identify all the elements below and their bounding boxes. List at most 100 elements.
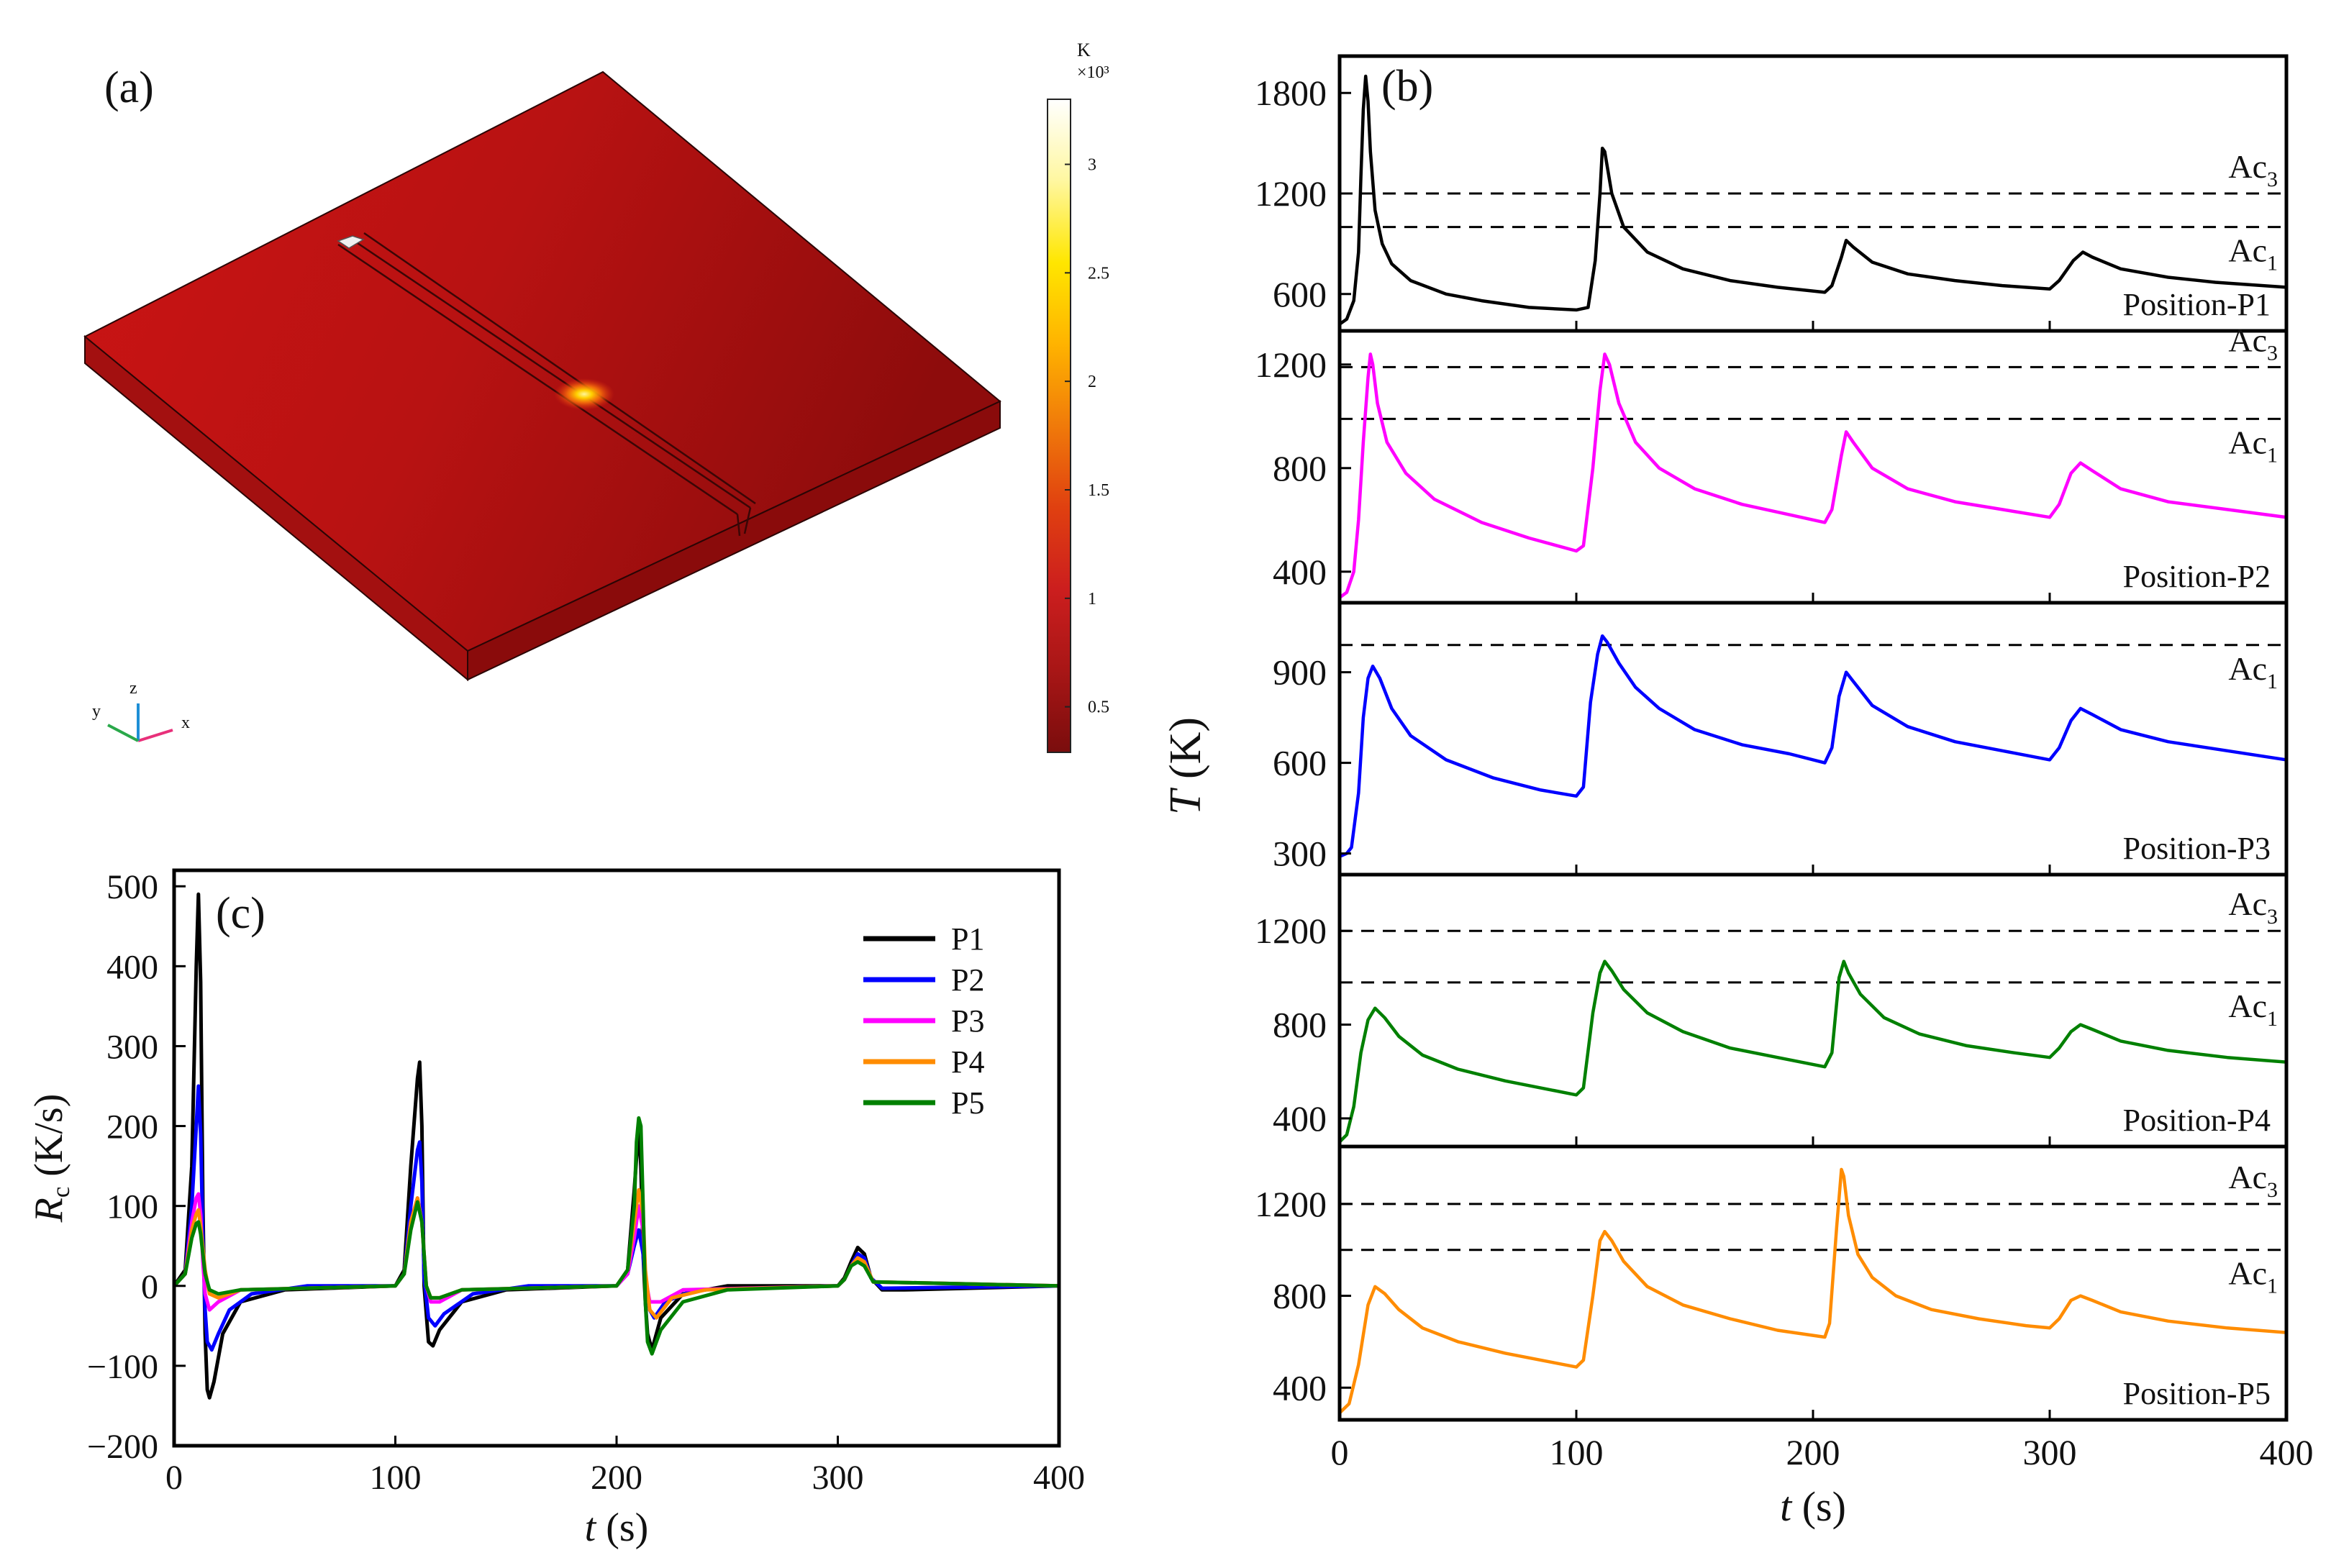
- legend-entry: P1: [951, 921, 984, 957]
- panel-a: (a) K ×10³ 0.5 1 1.5 2 2.5 3 x z: [83, 40, 1109, 753]
- series-line: [1338, 352, 2287, 599]
- triad-z-label: z: [130, 679, 137, 698]
- threshold-label: Ac3: [2228, 148, 2278, 191]
- plate-side-face: [467, 400, 1001, 681]
- colorbar-tick-label: 0.5: [1088, 698, 1109, 717]
- x-tick-label: 300: [2023, 1432, 2077, 1472]
- x-tick-label: 300: [812, 1459, 864, 1497]
- x-tick-label: 400: [2260, 1432, 2314, 1472]
- y-axis-label: T (K): [1161, 717, 1210, 815]
- y-tick-label: 200: [106, 1108, 158, 1147]
- series-line: [1338, 1167, 2287, 1415]
- panel-b: 600 1200 1800 Ac3 Ac1 Position-P1 400 800 1200 Ac…: [1161, 54, 2314, 1530]
- axis-triad: x z y: [92, 679, 190, 742]
- x-tick-label: 0: [165, 1459, 183, 1497]
- series-line: [1338, 74, 2287, 326]
- threshold-label: Ac1: [2228, 232, 2278, 275]
- plate-top-face: [83, 70, 1001, 652]
- series-line-P3: [173, 1192, 1060, 1312]
- series-line-P2: [173, 1084, 1060, 1352]
- series-line-P1: [172, 892, 1060, 1400]
- colorbar: K ×10³ 0.5 1 1.5 2 2.5 3: [1047, 40, 1109, 753]
- triad-x-arrow: [137, 729, 173, 742]
- colorbar-tick-label: 2: [1088, 373, 1096, 391]
- y-tick-label: 1200: [1255, 911, 1327, 951]
- plot-frame: [172, 868, 1061, 1448]
- weld-groove: [337, 232, 756, 537]
- colorbar-tick-label: 3: [1088, 155, 1096, 174]
- legend-entry: P5: [951, 1085, 984, 1121]
- threshold-label: Ac1: [2228, 1255, 2278, 1298]
- triad-y-arrow: [107, 724, 139, 742]
- y-tick-label: 900: [1273, 652, 1327, 693]
- y-tick-label: −200: [87, 1428, 158, 1466]
- threshold-label: Ac3: [2228, 1159, 2278, 1202]
- colorbar-tick-label: 1: [1088, 590, 1096, 608]
- position-label: Position-P1: [2123, 287, 2271, 322]
- panel-c-label: (c): [216, 889, 265, 938]
- triad-x-label: x: [181, 714, 190, 732]
- panel-b-label: (b): [1381, 62, 1433, 111]
- y-tick-label: 600: [1273, 274, 1327, 314]
- subplot-5: 400 800 1200 Ac3 Ac1 Position-P5: [1255, 1144, 2289, 1422]
- threshold-label: Ac1: [2228, 988, 2278, 1031]
- colorbar-multiplier: ×10³: [1077, 63, 1109, 82]
- subplot-4: 400 800 1200 Ac3 Ac1 Position-P4: [1255, 872, 2289, 1149]
- legend: P1 P2 P3 P4 P5: [863, 921, 984, 1121]
- threshold-label: Ac1: [2228, 650, 2278, 693]
- y-tick-label: 0: [141, 1268, 158, 1306]
- series-line-P5: [173, 1116, 1060, 1356]
- panel-a-label: (a): [104, 63, 154, 112]
- colorbar-tick-label: 2.5: [1088, 264, 1109, 283]
- x-tick-label: 0: [1331, 1432, 1349, 1472]
- y-tick-label: 300: [106, 1028, 158, 1066]
- y-tick-label: 500: [106, 868, 158, 906]
- x-axis-label: t (s): [585, 1505, 649, 1550]
- y-tick-label: 100: [106, 1188, 158, 1226]
- legend-entry: P3: [951, 1003, 984, 1039]
- y-tick-label: 1200: [1255, 173, 1327, 214]
- x-tick-label: 200: [1786, 1432, 1840, 1472]
- y-tick-label: 1200: [1255, 345, 1327, 385]
- x-tick-label: 400: [1033, 1459, 1085, 1497]
- position-label: Position-P2: [2123, 559, 2271, 594]
- y-tick-label: 600: [1273, 743, 1327, 783]
- y-tick-label: 1800: [1255, 73, 1327, 113]
- y-tick-label: 1200: [1255, 1184, 1327, 1224]
- subplot-3: 300 600 900 Ac1 Position-P3: [1273, 601, 2289, 877]
- weld-start-marker: [337, 235, 365, 249]
- position-label: Position-P4: [2123, 1103, 2271, 1138]
- colorbar-tick-label: 1.5: [1088, 481, 1109, 500]
- threshold-label: Ac1: [2228, 424, 2278, 467]
- legend-entry: P4: [951, 1044, 984, 1080]
- triad-y-label: y: [92, 702, 101, 721]
- colorbar-gradient: [1047, 99, 1071, 753]
- series-line: [1338, 960, 2287, 1144]
- y-tick-label: 300: [1273, 834, 1327, 874]
- y-tick-label: 800: [1273, 448, 1327, 488]
- y-tick-label: −100: [87, 1348, 158, 1386]
- heat-source-hotspot: [554, 378, 614, 410]
- series-line: [1339, 634, 2287, 858]
- x-tick-label: 200: [591, 1459, 642, 1497]
- threshold-label: Ac3: [2228, 885, 2278, 929]
- y-tick-label: 800: [1273, 1276, 1327, 1316]
- y-axis-label: Rc (K/s): [27, 1094, 75, 1223]
- y-tick-label: 400: [106, 948, 158, 986]
- series-line-P4: [173, 1188, 1060, 1320]
- threshold-label: Ac3: [2228, 322, 2278, 365]
- x-tick-label: 100: [1550, 1432, 1604, 1472]
- panel-c: −200 −100 0 100 200 300 400 500 0 100 200 300 400 t (…: [27, 868, 1085, 1550]
- subplot-2: 400 800 1200 Ac3 Ac1 Position-P2: [1255, 322, 2289, 605]
- position-label: Position-P5: [2123, 1376, 2271, 1411]
- colorbar-unit: K: [1077, 40, 1091, 60]
- y-tick-label: 400: [1273, 552, 1327, 592]
- x-tick-label: 100: [370, 1459, 422, 1497]
- y-tick-label: 400: [1273, 1098, 1327, 1139]
- position-label: Position-P3: [2123, 831, 2271, 866]
- y-tick-label: 400: [1273, 1367, 1327, 1408]
- y-tick-label: 800: [1273, 1005, 1327, 1045]
- x-axis-label: t (s): [1780, 1483, 1846, 1530]
- legend-entry: P2: [951, 962, 984, 998]
